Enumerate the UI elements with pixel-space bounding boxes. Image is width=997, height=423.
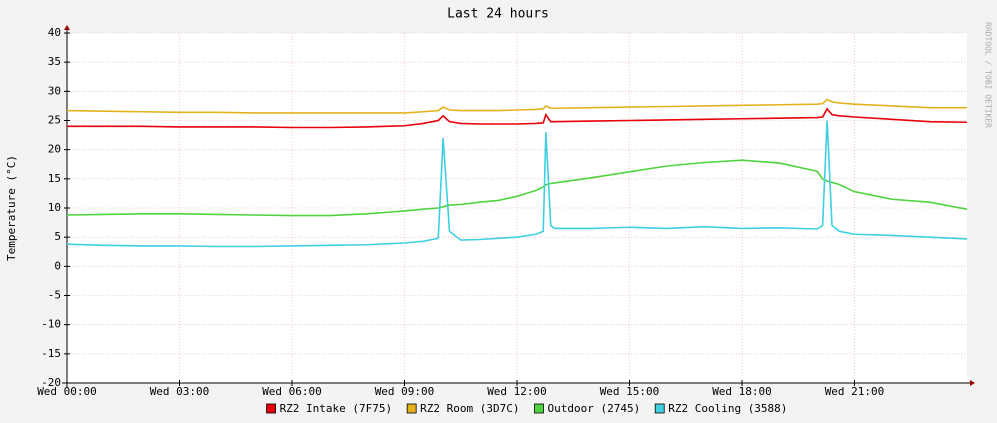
- y-tick-label: 0: [54, 259, 61, 272]
- legend-swatch: [654, 403, 665, 414]
- x-tick-label: Wed 15:00: [600, 385, 660, 398]
- y-tick-label: 5: [54, 230, 61, 243]
- legend-label: RZ2 Intake (7F75): [280, 402, 393, 415]
- series-line: [67, 107, 968, 129]
- series-line: [66, 120, 968, 248]
- legend-swatch: [406, 403, 417, 414]
- y-tick-label: -15: [41, 347, 61, 360]
- legend-swatch: [534, 403, 544, 414]
- y-tick-label: -20: [41, 376, 61, 389]
- x-axis-arrow: [970, 380, 975, 386]
- legend-swatch: [266, 403, 276, 414]
- y-tick-label: 20: [48, 143, 61, 156]
- series-line: [66, 159, 968, 217]
- y-tick-label: 10: [48, 201, 61, 214]
- x-tick-label: Wed 09:00: [375, 385, 435, 398]
- chart-title: Last 24 hours: [447, 7, 549, 22]
- x-tick-label: Wed 21:00: [825, 385, 885, 398]
- x-tick-label: Wed 18:00: [712, 385, 772, 398]
- y-axis-arrow: [64, 25, 70, 30]
- x-tick-label: Wed 00:00: [37, 385, 97, 398]
- y-tick-label: 30: [48, 84, 61, 97]
- y-tick-label: -5: [48, 289, 61, 302]
- y-tick-label: 35: [48, 55, 61, 68]
- legend-label: Outdoor (2745): [548, 402, 641, 415]
- legend-label: RZ2 Room (3D7C): [420, 402, 519, 415]
- x-tick-label: Wed 12:00: [487, 385, 547, 398]
- y-tick-label: 25: [48, 114, 61, 127]
- legend-label: RZ2 Cooling (3588): [668, 402, 787, 415]
- y-tick-label: 40: [48, 26, 61, 39]
- x-tick-label: Wed 03:00: [150, 385, 210, 398]
- y-tick-label: -10: [41, 318, 61, 331]
- x-tick-label: Wed 06:00: [262, 385, 322, 398]
- y-axis-label: Temperature (°C): [5, 155, 18, 261]
- series-line: [66, 98, 967, 114]
- y-tick-label: 15: [48, 172, 61, 185]
- watermark: RRDTOOL / TOBI OETIKER: [984, 22, 993, 128]
